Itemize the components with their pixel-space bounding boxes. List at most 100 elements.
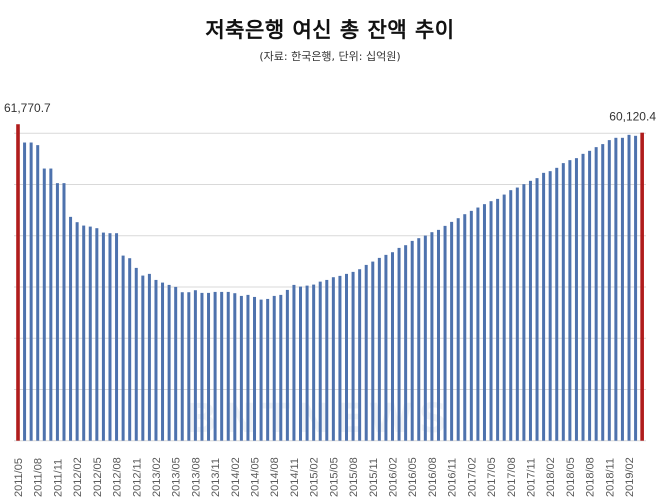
bar <box>482 204 486 441</box>
bar <box>384 254 388 441</box>
bar <box>69 216 73 441</box>
bar <box>108 233 112 441</box>
x-tick-label: 2013/08 <box>190 457 202 497</box>
x-tick-label: 2012/11 <box>131 458 143 497</box>
x-tick-label: 2013/02 <box>151 457 163 497</box>
x-tick-label: 2015/11 <box>368 458 380 497</box>
chart-subtitle: (자료: 한국은행, 단위: 십억원) <box>259 50 401 63</box>
x-tick-label: 2014/08 <box>269 457 281 497</box>
bar <box>581 153 585 441</box>
bar <box>417 238 421 441</box>
x-tick-label: 2014/05 <box>250 457 262 497</box>
x-axis-tick-labels: 2011/05 2011/08 2011/11 2012/02 2012/05 2012/… <box>13 457 636 497</box>
bar <box>121 255 125 441</box>
bar <box>430 232 434 441</box>
bar <box>496 198 500 441</box>
bar <box>594 147 598 441</box>
bar <box>101 232 105 441</box>
x-tick-label: 2016/05 <box>407 457 419 497</box>
bar <box>397 247 401 441</box>
bar <box>42 168 46 441</box>
x-tick-label: 2016/08 <box>427 457 439 497</box>
bar <box>574 158 578 441</box>
bar <box>36 145 40 441</box>
x-tick-label: 2016/02 <box>387 457 399 497</box>
bar <box>128 258 132 441</box>
bar <box>423 235 427 441</box>
bar <box>23 142 27 441</box>
x-tick-label: 2015/02 <box>309 457 321 497</box>
bar <box>279 294 283 441</box>
bar <box>476 207 480 441</box>
bar <box>285 289 289 441</box>
bar <box>522 184 526 441</box>
bar <box>305 285 309 441</box>
x-tick-label: 2011/11 <box>52 459 64 497</box>
x-tick-label: 2016/11 <box>447 458 459 497</box>
bar <box>561 163 565 441</box>
x-tick-label: 2011/05 <box>13 458 25 497</box>
x-tick-label: 2013/11 <box>210 458 222 497</box>
x-tick-label: 2014/11 <box>289 458 301 497</box>
chart-title: 저축은행 여신 총 잔액 추이 <box>205 18 455 42</box>
bar <box>588 150 592 441</box>
bar <box>246 294 250 441</box>
bars <box>16 124 644 441</box>
x-tick-label: 2014/02 <box>230 457 242 497</box>
data-label: 60,120.4 <box>609 110 656 124</box>
bar <box>55 183 59 441</box>
x-tick-label: 2012/08 <box>112 457 124 497</box>
data-labels: 61,770.7 60,120.4 <box>4 101 656 123</box>
bar <box>272 295 276 441</box>
highlight-bar <box>640 132 644 441</box>
bar <box>325 279 329 441</box>
bar <box>502 194 506 441</box>
x-tick-label: 2012/05 <box>92 457 104 497</box>
bar <box>607 140 611 441</box>
gridlines <box>14 132 646 442</box>
bar <box>292 284 296 441</box>
bar <box>253 296 257 441</box>
x-tick-label: 2018/02 <box>545 457 557 497</box>
bar <box>167 284 171 441</box>
x-tick-label: 2017/11 <box>525 458 537 497</box>
bar <box>377 257 381 441</box>
bar <box>115 233 119 441</box>
bar <box>555 167 559 441</box>
x-tick-label: 2018/08 <box>585 457 597 497</box>
bar <box>331 277 335 441</box>
x-tick-label: 2017/02 <box>466 457 478 497</box>
bar <box>207 292 211 441</box>
bar <box>620 137 624 441</box>
x-tick-label: 2011/08 <box>33 458 45 497</box>
bar <box>95 228 99 441</box>
bar <box>141 275 145 441</box>
bar <box>187 292 191 441</box>
bar <box>213 291 217 441</box>
bar <box>436 229 440 441</box>
bar <box>614 137 618 441</box>
highlight-bar <box>16 124 20 441</box>
bar <box>364 264 368 441</box>
bar <box>233 293 237 441</box>
x-tick-label: 2018/05 <box>565 457 577 497</box>
bar <box>193 290 197 441</box>
bar <box>489 201 493 441</box>
watermark: BNTNEWS <box>187 396 448 442</box>
bar <box>266 298 270 441</box>
x-tick-label: 2012/02 <box>72 457 84 497</box>
bar <box>134 267 138 441</box>
x-tick-label: 2017/05 <box>486 457 498 497</box>
bar <box>528 180 532 441</box>
bar <box>463 214 467 441</box>
bar <box>351 271 355 441</box>
x-tick-label: 2013/05 <box>171 457 183 497</box>
bar <box>535 178 539 441</box>
bar <box>469 210 473 441</box>
bar <box>62 183 66 441</box>
bar <box>259 299 263 441</box>
bar <box>75 222 79 441</box>
bar <box>174 286 178 441</box>
bar <box>509 190 513 441</box>
